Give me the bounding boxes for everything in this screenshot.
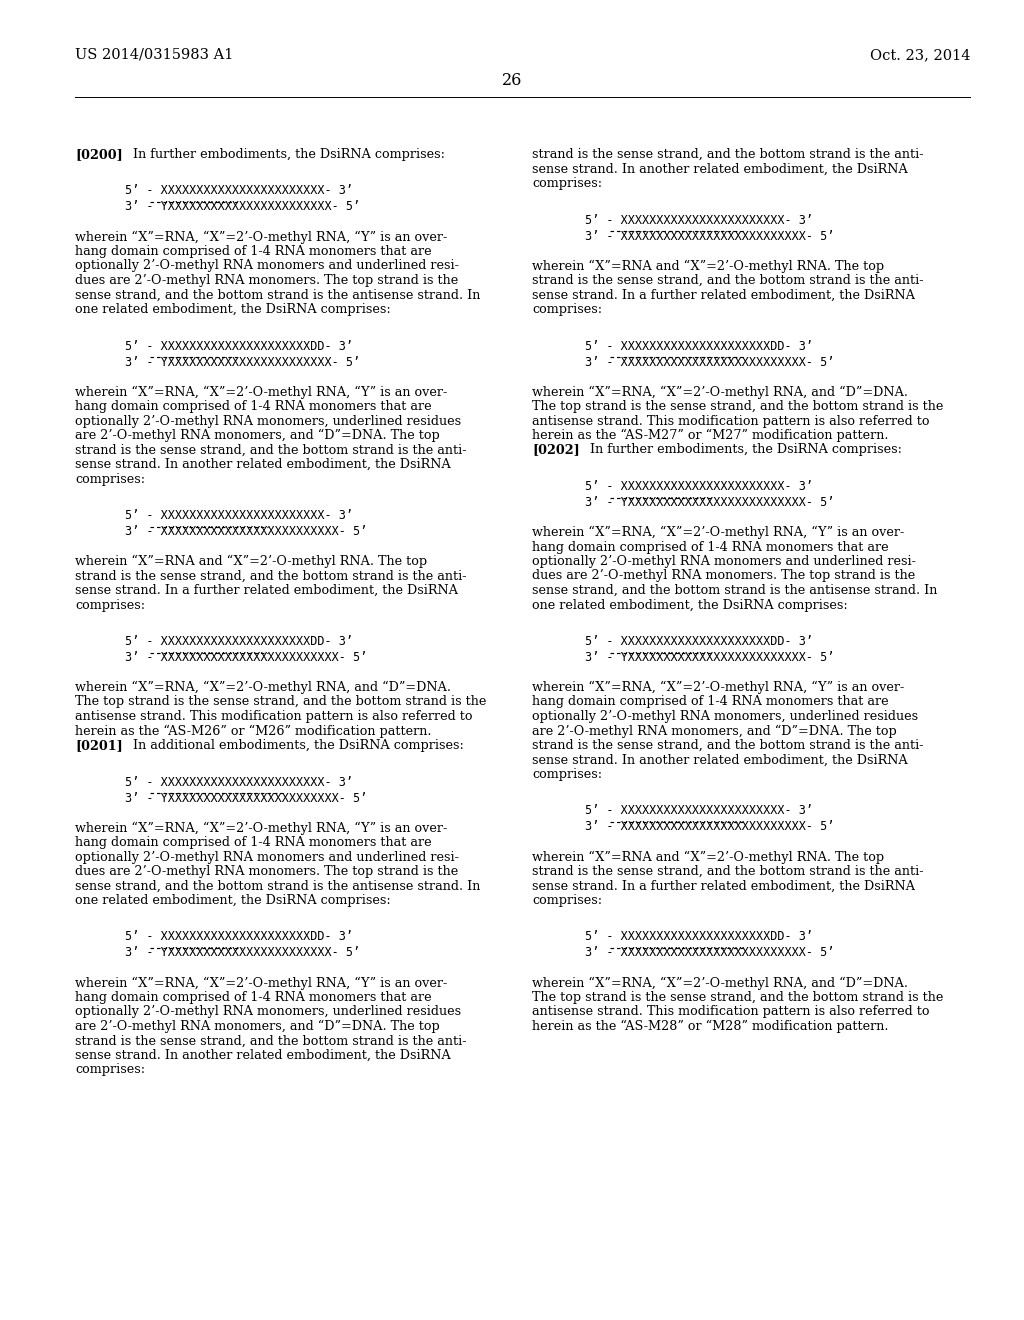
Text: 3’ - YXXXXXXXXXXXXXXXXXXXXXXXXX- 5’: 3’ - YXXXXXXXXXXXXXXXXXXXXXXXXX- 5’ bbox=[585, 496, 834, 510]
Text: comprises:: comprises: bbox=[532, 894, 602, 907]
Text: herein as the “AS-M27” or “M27” modification pattern.: herein as the “AS-M27” or “M27” modifica… bbox=[532, 429, 889, 442]
Text: 5’ - XXXXXXXXXXXXXXXXXXXXXXX- 3’: 5’ - XXXXXXXXXXXXXXXXXXXXXXX- 3’ bbox=[585, 480, 813, 492]
Text: one related embodiment, the DsiRNA comprises:: one related embodiment, the DsiRNA compr… bbox=[532, 598, 848, 611]
Text: sense strand. In a further related embodiment, the DsiRNA: sense strand. In a further related embod… bbox=[75, 583, 458, 597]
Text: 5’ - XXXXXXXXXXXXXXXXXXXXXDD- 3’: 5’ - XXXXXXXXXXXXXXXXXXXXXDD- 3’ bbox=[585, 339, 813, 352]
Text: 3’ - YXXXXXXXXXXXXXXXXXXXXXXXXX- 5’: 3’ - YXXXXXXXXXXXXXXXXXXXXXXXXX- 5’ bbox=[585, 651, 834, 664]
Text: 3’ - XXXXXXXXXXXXXXXXXXXXXXXXXX- 5’: 3’ - XXXXXXXXXXXXXXXXXXXXXXXXXX- 5’ bbox=[585, 355, 834, 368]
Text: comprises:: comprises: bbox=[532, 177, 602, 190]
Text: strand is the sense strand, and the bottom strand is the anti-: strand is the sense strand, and the bott… bbox=[532, 865, 924, 878]
Text: 5’ - XXXXXXXXXXXXXXXXXXXXXXX- 3’: 5’ - XXXXXXXXXXXXXXXXXXXXXXX- 3’ bbox=[125, 185, 353, 198]
Text: The top strand is the sense strand, and the bottom strand is the: The top strand is the sense strand, and … bbox=[75, 696, 486, 709]
Text: wherein “X”=RNA, “X”=2’-O-methyl RNA, and “D”=DNA.: wherein “X”=RNA, “X”=2’-O-methyl RNA, an… bbox=[532, 977, 908, 990]
Text: sense strand, and the bottom strand is the antisense strand. In: sense strand, and the bottom strand is t… bbox=[75, 289, 480, 301]
Text: 3’ - YXXXXXXXXXXXXXXXXXXXXXXXX- 5’: 3’ - YXXXXXXXXXXXXXXXXXXXXXXXX- 5’ bbox=[125, 792, 367, 804]
Text: strand is the sense strand, and the bottom strand is the anti-: strand is the sense strand, and the bott… bbox=[532, 739, 924, 752]
Text: are 2’-O-methyl RNA monomers, and “D”=DNA. The top: are 2’-O-methyl RNA monomers, and “D”=DN… bbox=[532, 725, 897, 738]
Text: The top strand is the sense strand, and the bottom strand is the: The top strand is the sense strand, and … bbox=[532, 991, 943, 1005]
Text: sense strand. In another related embodiment, the DsiRNA: sense strand. In another related embodim… bbox=[532, 162, 907, 176]
Text: wherein “X”=RNA, “X”=2’-O-methyl RNA, and “D”=DNA.: wherein “X”=RNA, “X”=2’-O-methyl RNA, an… bbox=[75, 681, 451, 694]
Text: optionally 2’-O-methyl RNA monomers and underlined resi-: optionally 2’-O-methyl RNA monomers and … bbox=[75, 850, 459, 863]
Text: strand is the sense strand, and the bottom strand is the anti-: strand is the sense strand, and the bott… bbox=[75, 1035, 467, 1048]
Text: one related embodiment, the DsiRNA comprises:: one related embodiment, the DsiRNA compr… bbox=[75, 304, 391, 315]
Text: In further embodiments, the DsiRNA comprises:: In further embodiments, the DsiRNA compr… bbox=[117, 148, 444, 161]
Text: wherein “X”=RNA, “X”=2’-O-methyl RNA, “Y” is an over-: wherein “X”=RNA, “X”=2’-O-methyl RNA, “Y… bbox=[532, 681, 904, 694]
Text: 5’ - XXXXXXXXXXXXXXXXXXXXXXX- 3’: 5’ - XXXXXXXXXXXXXXXXXXXXXXX- 3’ bbox=[585, 804, 813, 817]
Text: hang domain comprised of 1-4 RNA monomers that are: hang domain comprised of 1-4 RNA monomer… bbox=[75, 836, 432, 849]
Text: wherein “X”=RNA, “X”=2’-O-methyl RNA, “Y” is an over-: wherein “X”=RNA, “X”=2’-O-methyl RNA, “Y… bbox=[75, 977, 447, 990]
Text: wherein “X”=RNA, “X”=2’-O-methyl RNA, “Y” is an over-: wherein “X”=RNA, “X”=2’-O-methyl RNA, “Y… bbox=[75, 821, 447, 834]
Text: strand is the sense strand, and the bottom strand is the anti-: strand is the sense strand, and the bott… bbox=[75, 444, 467, 457]
Text: sense strand. In a further related embodiment, the DsiRNA: sense strand. In a further related embod… bbox=[532, 289, 915, 301]
Text: dues are 2’-O-methyl RNA monomers. The top strand is the: dues are 2’-O-methyl RNA monomers. The t… bbox=[75, 865, 459, 878]
Text: are 2’-O-methyl RNA monomers, and “D”=DNA. The top: are 2’-O-methyl RNA monomers, and “D”=DN… bbox=[75, 429, 439, 442]
Text: 5’ - XXXXXXXXXXXXXXXXXXXXXXX- 3’: 5’ - XXXXXXXXXXXXXXXXXXXXXXX- 3’ bbox=[585, 214, 813, 227]
Text: strand is the sense strand, and the bottom strand is the anti-: strand is the sense strand, and the bott… bbox=[75, 569, 467, 582]
Text: 5’ - XXXXXXXXXXXXXXXXXXXXXDD- 3’: 5’ - XXXXXXXXXXXXXXXXXXXXXDD- 3’ bbox=[585, 635, 813, 648]
Text: US 2014/0315983 A1: US 2014/0315983 A1 bbox=[75, 48, 233, 62]
Text: In additional embodiments, the DsiRNA comprises:: In additional embodiments, the DsiRNA co… bbox=[117, 739, 464, 752]
Text: comprises:: comprises: bbox=[532, 768, 602, 781]
Text: 26: 26 bbox=[502, 73, 522, 88]
Text: optionally 2’-O-methyl RNA monomers and underlined resi-: optionally 2’-O-methyl RNA monomers and … bbox=[532, 554, 915, 568]
Text: optionally 2’-O-methyl RNA monomers, underlined residues: optionally 2’-O-methyl RNA monomers, und… bbox=[75, 414, 461, 428]
Text: wherein “X”=RNA, “X”=2’-O-methyl RNA, and “D”=DNA.: wherein “X”=RNA, “X”=2’-O-methyl RNA, an… bbox=[532, 385, 908, 399]
Text: 5’ - XXXXXXXXXXXXXXXXXXXXXXX- 3’: 5’ - XXXXXXXXXXXXXXXXXXXXXXX- 3’ bbox=[125, 776, 353, 788]
Text: Oct. 23, 2014: Oct. 23, 2014 bbox=[869, 48, 970, 62]
Text: antisense strand. This modification pattern is also referred to: antisense strand. This modification patt… bbox=[75, 710, 472, 723]
Text: The top strand is the sense strand, and the bottom strand is the: The top strand is the sense strand, and … bbox=[532, 400, 943, 413]
Text: 3’ - YXXXXXXXXXXXXXXXXXXXXXXX- 5’: 3’ - YXXXXXXXXXXXXXXXXXXXXXXX- 5’ bbox=[125, 355, 359, 368]
Text: sense strand. In a further related embodiment, the DsiRNA: sense strand. In a further related embod… bbox=[532, 879, 915, 892]
Text: optionally 2’-O-methyl RNA monomers, underlined residues: optionally 2’-O-methyl RNA monomers, und… bbox=[75, 1006, 461, 1019]
Text: wherein “X”=RNA, “X”=2’-O-methyl RNA, “Y” is an over-: wherein “X”=RNA, “X”=2’-O-methyl RNA, “Y… bbox=[75, 231, 447, 244]
Text: wherein “X”=RNA and “X”=2’-O-methyl RNA. The top: wherein “X”=RNA and “X”=2’-O-methyl RNA.… bbox=[532, 260, 884, 273]
Text: 3’ - XXXXXXXXXXXXXXXXXXXXXXXXXX- 5’: 3’ - XXXXXXXXXXXXXXXXXXXXXXXXXX- 5’ bbox=[585, 946, 834, 960]
Text: 5’ - XXXXXXXXXXXXXXXXXXXXXXX- 3’: 5’ - XXXXXXXXXXXXXXXXXXXXXXX- 3’ bbox=[125, 510, 353, 521]
Text: herein as the “AS-M28” or “M28” modification pattern.: herein as the “AS-M28” or “M28” modifica… bbox=[532, 1020, 889, 1034]
Text: are 2’-O-methyl RNA monomers, and “D”=DNA. The top: are 2’-O-methyl RNA monomers, and “D”=DN… bbox=[75, 1020, 439, 1034]
Text: 3’ - XXXXXXXXXXXXXXXXXXXXXXXXX- 5’: 3’ - XXXXXXXXXXXXXXXXXXXXXXXXX- 5’ bbox=[125, 525, 367, 539]
Text: wherein “X”=RNA, “X”=2’-O-methyl RNA, “Y” is an over-: wherein “X”=RNA, “X”=2’-O-methyl RNA, “Y… bbox=[532, 525, 904, 540]
Text: 5’ - XXXXXXXXXXXXXXXXXXXXXDD- 3’: 5’ - XXXXXXXXXXXXXXXXXXXXXDD- 3’ bbox=[125, 339, 353, 352]
Text: hang domain comprised of 1-4 RNA monomers that are: hang domain comprised of 1-4 RNA monomer… bbox=[532, 696, 889, 709]
Text: antisense strand. This modification pattern is also referred to: antisense strand. This modification patt… bbox=[532, 1006, 930, 1019]
Text: sense strand. In another related embodiment, the DsiRNA: sense strand. In another related embodim… bbox=[532, 754, 907, 767]
Text: sense strand, and the bottom strand is the antisense strand. In: sense strand, and the bottom strand is t… bbox=[75, 879, 480, 892]
Text: 5’ - XXXXXXXXXXXXXXXXXXXXXDD- 3’: 5’ - XXXXXXXXXXXXXXXXXXXXXDD- 3’ bbox=[125, 931, 353, 944]
Text: hang domain comprised of 1-4 RNA monomers that are: hang domain comprised of 1-4 RNA monomer… bbox=[532, 540, 889, 553]
Text: sense strand. In another related embodiment, the DsiRNA: sense strand. In another related embodim… bbox=[75, 1049, 451, 1063]
Text: sense strand. In another related embodiment, the DsiRNA: sense strand. In another related embodim… bbox=[75, 458, 451, 471]
Text: [0200]: [0200] bbox=[75, 148, 123, 161]
Text: wherein “X”=RNA, “X”=2’-O-methyl RNA, “Y” is an over-: wherein “X”=RNA, “X”=2’-O-methyl RNA, “Y… bbox=[75, 385, 447, 399]
Text: comprises:: comprises: bbox=[75, 1064, 145, 1077]
Text: dues are 2’-O-methyl RNA monomers. The top strand is the: dues are 2’-O-methyl RNA monomers. The t… bbox=[532, 569, 915, 582]
Text: strand is the sense strand, and the bottom strand is the anti-: strand is the sense strand, and the bott… bbox=[532, 148, 924, 161]
Text: hang domain comprised of 1-4 RNA monomers that are: hang domain comprised of 1-4 RNA monomer… bbox=[75, 991, 432, 1005]
Text: comprises:: comprises: bbox=[75, 473, 145, 486]
Text: hang domain comprised of 1-4 RNA monomers that are: hang domain comprised of 1-4 RNA monomer… bbox=[75, 246, 432, 257]
Text: 3’ - XXXXXXXXXXXXXXXXXXXXXXXXXX- 5’: 3’ - XXXXXXXXXXXXXXXXXXXXXXXXXX- 5’ bbox=[585, 230, 834, 243]
Text: antisense strand. This modification pattern is also referred to: antisense strand. This modification patt… bbox=[532, 414, 930, 428]
Text: 5’ - XXXXXXXXXXXXXXXXXXXXXDD- 3’: 5’ - XXXXXXXXXXXXXXXXXXXXXDD- 3’ bbox=[125, 635, 353, 648]
Text: 5’ - XXXXXXXXXXXXXXXXXXXXXDD- 3’: 5’ - XXXXXXXXXXXXXXXXXXXXXDD- 3’ bbox=[585, 931, 813, 944]
Text: one related embodiment, the DsiRNA comprises:: one related embodiment, the DsiRNA compr… bbox=[75, 894, 391, 907]
Text: 3’ - YXXXXXXXXXXXXXXXXXXXXXXX- 5’: 3’ - YXXXXXXXXXXXXXXXXXXXXXXX- 5’ bbox=[125, 201, 359, 214]
Text: 3’ - XXXXXXXXXXXXXXXXXXXXXXXXXX- 5’: 3’ - XXXXXXXXXXXXXXXXXXXXXXXXXX- 5’ bbox=[585, 821, 834, 833]
Text: herein as the “AS-M26” or “M26” modification pattern.: herein as the “AS-M26” or “M26” modifica… bbox=[75, 725, 431, 738]
Text: wherein “X”=RNA and “X”=2’-O-methyl RNA. The top: wherein “X”=RNA and “X”=2’-O-methyl RNA.… bbox=[75, 554, 427, 568]
Text: 3’ - XXXXXXXXXXXXXXXXXXXXXXXXX- 5’: 3’ - XXXXXXXXXXXXXXXXXXXXXXXXX- 5’ bbox=[125, 651, 367, 664]
Text: wherein “X”=RNA and “X”=2’-O-methyl RNA. The top: wherein “X”=RNA and “X”=2’-O-methyl RNA.… bbox=[532, 850, 884, 863]
Text: In further embodiments, the DsiRNA comprises:: In further embodiments, the DsiRNA compr… bbox=[573, 444, 901, 457]
Text: optionally 2’-O-methyl RNA monomers and underlined resi-: optionally 2’-O-methyl RNA monomers and … bbox=[75, 260, 459, 272]
Text: comprises:: comprises: bbox=[75, 598, 145, 611]
Text: sense strand, and the bottom strand is the antisense strand. In: sense strand, and the bottom strand is t… bbox=[532, 583, 937, 597]
Text: optionally 2’-O-methyl RNA monomers, underlined residues: optionally 2’-O-methyl RNA monomers, und… bbox=[532, 710, 919, 723]
Text: strand is the sense strand, and the bottom strand is the anti-: strand is the sense strand, and the bott… bbox=[532, 275, 924, 286]
Text: [0202]: [0202] bbox=[532, 444, 580, 457]
Text: hang domain comprised of 1-4 RNA monomers that are: hang domain comprised of 1-4 RNA monomer… bbox=[75, 400, 432, 413]
Text: [0201]: [0201] bbox=[75, 739, 123, 752]
Text: dues are 2’-O-methyl RNA monomers. The top strand is the: dues are 2’-O-methyl RNA monomers. The t… bbox=[75, 275, 459, 286]
Text: 3’ - YXXXXXXXXXXXXXXXXXXXXXXX- 5’: 3’ - YXXXXXXXXXXXXXXXXXXXXXXX- 5’ bbox=[125, 946, 359, 960]
Text: comprises:: comprises: bbox=[532, 304, 602, 315]
